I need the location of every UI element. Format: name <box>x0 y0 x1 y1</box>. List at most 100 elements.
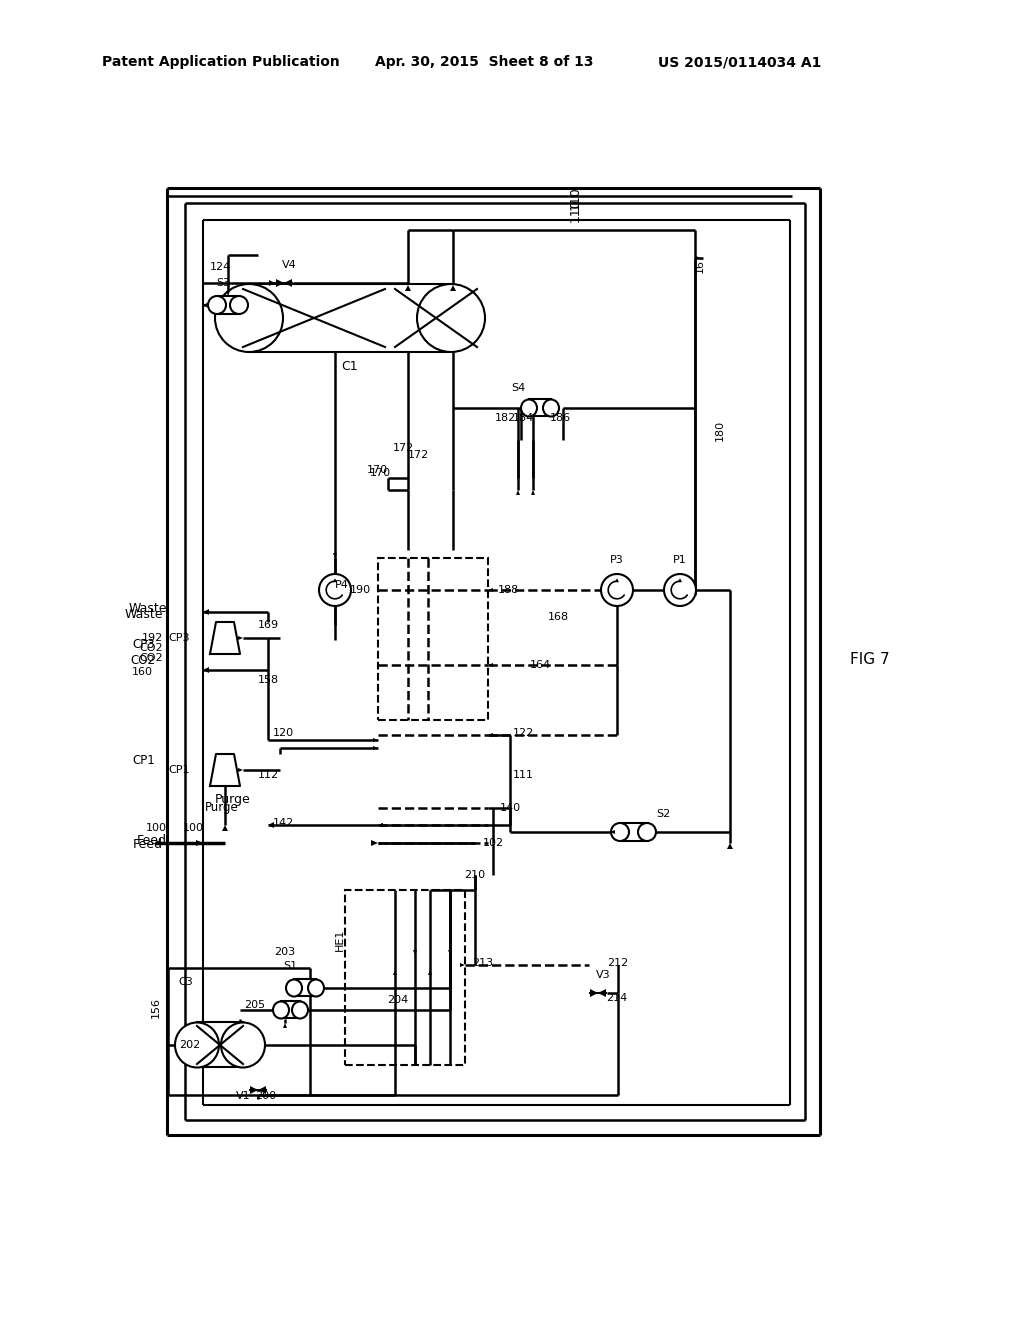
Text: P4: P4 <box>335 579 349 590</box>
Text: CO2: CO2 <box>139 653 163 663</box>
Text: 186: 186 <box>550 413 570 422</box>
Polygon shape <box>406 285 411 290</box>
Polygon shape <box>226 290 230 296</box>
Text: CO2: CO2 <box>130 653 155 667</box>
Ellipse shape <box>175 1023 219 1068</box>
Bar <box>529 399 551 416</box>
Text: 172: 172 <box>392 444 414 453</box>
Text: 160: 160 <box>132 667 153 677</box>
Text: 112: 112 <box>257 770 279 780</box>
Ellipse shape <box>543 400 559 417</box>
Polygon shape <box>428 970 432 975</box>
Ellipse shape <box>286 979 302 997</box>
Text: Waste: Waste <box>128 602 167 615</box>
Polygon shape <box>449 950 452 954</box>
Polygon shape <box>210 622 240 653</box>
Ellipse shape <box>521 400 537 417</box>
Text: 184: 184 <box>512 413 534 422</box>
Ellipse shape <box>230 296 248 314</box>
Polygon shape <box>284 279 292 286</box>
Text: Feed: Feed <box>137 833 167 846</box>
Text: 204: 204 <box>387 995 409 1005</box>
Ellipse shape <box>273 1002 289 1019</box>
Polygon shape <box>488 733 493 737</box>
Text: Waste: Waste <box>125 609 163 622</box>
Ellipse shape <box>611 822 629 841</box>
Text: V3: V3 <box>596 970 610 979</box>
Text: 100: 100 <box>182 822 204 833</box>
Polygon shape <box>516 490 520 495</box>
Text: Apr. 30, 2015  Sheet 8 of 13: Apr. 30, 2015 Sheet 8 of 13 <box>375 55 594 69</box>
Polygon shape <box>283 1023 287 1028</box>
Polygon shape <box>460 964 465 968</box>
Polygon shape <box>615 578 618 582</box>
Polygon shape <box>450 285 456 290</box>
Text: 172: 172 <box>408 450 429 459</box>
Text: CP3: CP3 <box>169 634 190 643</box>
Text: 102: 102 <box>482 838 504 847</box>
Polygon shape <box>203 609 209 615</box>
Ellipse shape <box>221 1023 265 1068</box>
Polygon shape <box>276 279 284 286</box>
Polygon shape <box>333 578 337 582</box>
Text: HE1: HE1 <box>335 929 345 952</box>
Ellipse shape <box>417 284 485 352</box>
Text: US 2015/0114034 A1: US 2015/0114034 A1 <box>658 55 821 69</box>
Text: 110: 110 <box>568 198 582 222</box>
Text: CP3: CP3 <box>132 639 155 652</box>
Polygon shape <box>373 738 378 742</box>
Polygon shape <box>378 822 383 828</box>
Ellipse shape <box>638 822 656 841</box>
Text: 170: 170 <box>370 469 390 478</box>
Bar <box>281 1001 300 1018</box>
Text: Purge: Purge <box>205 801 239 814</box>
Text: CO2: CO2 <box>139 643 163 653</box>
Polygon shape <box>268 822 274 828</box>
Text: 202: 202 <box>179 1040 201 1049</box>
Polygon shape <box>371 840 378 846</box>
Polygon shape <box>610 830 615 834</box>
Bar <box>217 296 239 314</box>
Polygon shape <box>238 768 243 772</box>
Text: S4: S4 <box>511 383 525 393</box>
Text: P1: P1 <box>673 554 687 565</box>
Polygon shape <box>488 587 493 591</box>
Text: FIG 7: FIG 7 <box>850 652 890 668</box>
Polygon shape <box>488 663 493 667</box>
Polygon shape <box>250 1086 258 1094</box>
Polygon shape <box>258 1086 266 1094</box>
Text: 203: 203 <box>274 946 296 957</box>
Polygon shape <box>531 490 535 495</box>
Text: S1: S1 <box>283 961 297 972</box>
Text: Patent Application Publication: Patent Application Publication <box>102 55 340 69</box>
Polygon shape <box>590 989 598 997</box>
Text: S3: S3 <box>216 279 230 288</box>
Text: 213: 213 <box>472 958 494 968</box>
Bar <box>249 284 451 352</box>
Text: P3: P3 <box>610 554 624 565</box>
Ellipse shape <box>292 1002 308 1019</box>
Text: V1: V1 <box>236 1092 250 1101</box>
Polygon shape <box>678 578 682 582</box>
Text: Feed: Feed <box>133 838 163 851</box>
Bar <box>294 979 316 997</box>
Polygon shape <box>393 970 397 975</box>
Ellipse shape <box>215 284 283 352</box>
Polygon shape <box>378 822 383 828</box>
Text: 124: 124 <box>209 261 230 272</box>
Text: 210: 210 <box>465 870 485 880</box>
Text: CP1: CP1 <box>169 766 190 775</box>
Bar <box>620 822 647 841</box>
Circle shape <box>664 574 696 606</box>
Text: 168: 168 <box>548 612 568 622</box>
Circle shape <box>319 574 351 606</box>
Text: 110: 110 <box>568 186 582 210</box>
Text: C1: C1 <box>342 359 358 372</box>
Polygon shape <box>203 302 209 308</box>
Text: 192: 192 <box>141 634 163 643</box>
Bar <box>345 890 465 1065</box>
Text: S2: S2 <box>656 809 670 818</box>
Text: 158: 158 <box>257 675 279 685</box>
Text: 140: 140 <box>500 803 520 813</box>
Circle shape <box>601 574 633 606</box>
